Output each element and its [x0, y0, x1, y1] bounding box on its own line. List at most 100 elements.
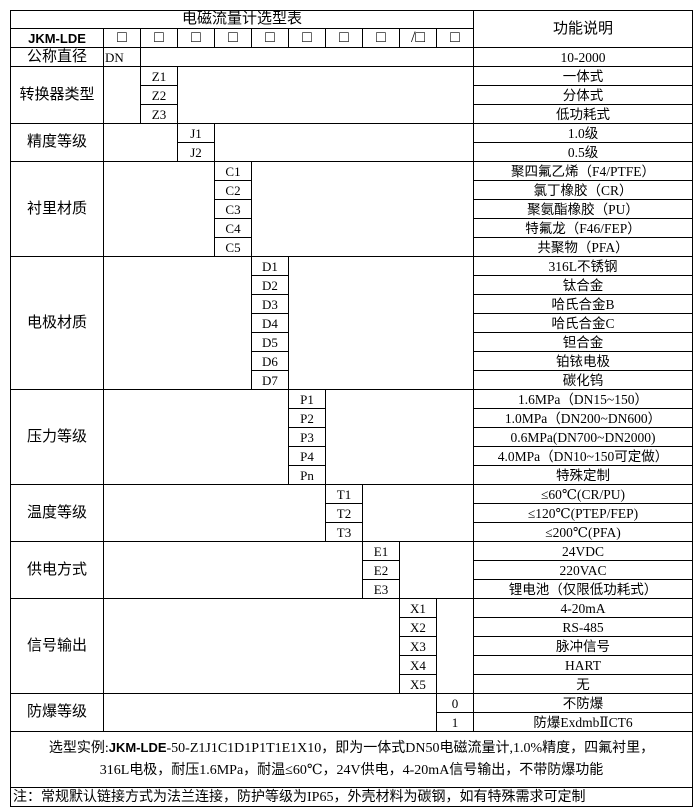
blank-cell: [103, 484, 326, 542]
option-desc: 共聚物（PFA）: [473, 237, 694, 257]
option-code: Z3: [140, 104, 178, 124]
option-code: D5: [251, 332, 289, 352]
nominal-diameter-label: 公称直径: [10, 47, 104, 67]
option-desc: 不防爆: [473, 693, 694, 713]
table-row: D3 哈氏合金B: [11, 294, 694, 314]
option-code: C2: [214, 180, 252, 200]
group-label: 信号输出: [10, 598, 104, 694]
example-prefix: 选型实例:: [48, 741, 109, 756]
option-desc: 氯丁橡胶（CR）: [473, 180, 694, 200]
option-code: T2: [325, 503, 363, 523]
selection-table: 电磁流量计选型表 功能说明 JKM-LDE □ □ □ □ □ □ □ □ /□ □ 公称直径 D…: [9, 10, 694, 807]
option-desc: 铂铱电极: [473, 351, 694, 371]
code-slot-box: □: [339, 29, 349, 47]
option-desc: 220VAC: [473, 560, 694, 580]
nominal-diameter-desc: 10-2000: [473, 47, 694, 67]
blank-cell: [103, 161, 215, 257]
table-row: P2 1.0MPa（DN200~DN600）: [11, 408, 694, 428]
option-code: X1: [399, 598, 437, 618]
blank-cell: [324, 389, 475, 485]
table-title: 电磁流量计选型表: [9, 10, 475, 29]
code-slot-6: □: [325, 28, 363, 48]
table-row: 衬里材质 C1 聚四氟乙烯（F4/PTFE）: [10, 161, 694, 257]
blank-cell: [213, 123, 475, 162]
example-model: JKM-LDE: [108, 740, 167, 755]
table-row: T3 ≤200℃(PFA): [11, 522, 694, 542]
option-desc: 碳化钨: [473, 370, 694, 390]
code-slot-box: /□: [410, 29, 426, 47]
table-row: D2 钛合金: [11, 275, 694, 295]
option-code: X2: [399, 617, 437, 637]
table-row: Pn 特殊定制: [11, 465, 694, 485]
option-desc: 无: [473, 674, 694, 694]
group-label: 防爆等级: [10, 693, 104, 732]
table-row: P3 0.6MPa(DN700~DN2000): [11, 427, 694, 447]
option-code: D1: [251, 256, 289, 276]
table-row: 供电方式 E1 24VDC: [10, 541, 694, 599]
option-desc: 低功耗式: [473, 104, 694, 124]
table-row: 转换器类型 Z1 一体式: [10, 66, 694, 124]
code-slot-3: □: [214, 28, 252, 48]
option-code: C5: [214, 237, 252, 257]
code-slot-box: □: [154, 29, 164, 47]
code-slot-2: □: [177, 28, 215, 48]
option-desc: 316L不锈钢: [473, 256, 694, 276]
table-row: E2 220VAC: [11, 560, 694, 580]
code-slot-box: □: [302, 29, 312, 47]
option-desc: 一体式: [473, 66, 694, 86]
blank-cell: [435, 598, 475, 694]
option-code: J1: [177, 123, 215, 143]
table-row: 信号输出 X1 4-20mA: [10, 598, 694, 694]
option-desc: 4-20mA: [473, 598, 694, 618]
group-label: 衬里材质: [10, 161, 104, 257]
table-row: 防爆等级 0 不防爆: [10, 693, 694, 732]
blank-cell: [287, 256, 475, 390]
option-code: Z1: [140, 66, 178, 86]
option-desc: 分体式: [473, 85, 694, 105]
table-row: 压力等级 P1 1.6MPa（DN15~150）: [10, 389, 694, 485]
blank-cell: [361, 484, 475, 542]
code-slot-5: □: [288, 28, 326, 48]
option-code: 1: [435, 712, 475, 732]
blank-cell: [103, 123, 178, 162]
option-code: D7: [251, 370, 289, 390]
option-desc: ≤120℃(PTEP/FEP): [473, 503, 694, 523]
code-slot-9: □: [435, 28, 475, 48]
table-row: X2 RS-485: [11, 617, 694, 637]
option-desc: 特氟龙（F46/FEP）: [473, 218, 694, 238]
option-code: T1: [325, 484, 363, 504]
blank-cell: [103, 541, 363, 599]
group-label: 温度等级: [10, 484, 104, 542]
example-text: -50-Z1J1C1D1P1T1E1X10，即为一体式DN50电磁流量计,1.0…: [166, 741, 655, 756]
option-desc: 1.0级: [473, 123, 694, 143]
nominal-diameter-code: DN: [103, 47, 141, 67]
option-code: C4: [214, 218, 252, 238]
option-code: P3: [288, 427, 326, 447]
option-code: Pn: [288, 465, 326, 485]
option-code: 0: [435, 693, 475, 713]
code-slot-box: □: [265, 29, 275, 47]
table-row: P4 4.0MPa（DN10~150可定做）: [11, 446, 694, 466]
example-line-2: 316L电极，耐压1.6MPa，耐温≤60℃，24V供电，4-20mA信号输出，…: [99, 763, 604, 778]
option-desc: 4.0MPa（DN10~150可定做）: [473, 446, 694, 466]
option-desc: 1.6MPa（DN15~150）: [473, 389, 694, 409]
option-desc: 脉冲信号: [473, 636, 694, 656]
code-slot-box: □: [376, 29, 386, 47]
table-row: T2 ≤120℃(PTEP/FEP): [11, 503, 694, 523]
option-code: D6: [251, 351, 289, 371]
option-code: T3: [325, 522, 363, 542]
option-desc: 防爆ExdmbⅡCT6: [473, 712, 694, 732]
table-row: 精度等级 J1 1.0级: [10, 123, 694, 162]
option-desc: 聚氨酯橡胶（PU）: [473, 199, 694, 219]
group-label: 电极材质: [10, 256, 104, 390]
option-code: J2: [177, 142, 215, 162]
blank-cell: [398, 541, 475, 599]
blank-cell: [176, 66, 475, 124]
blank-cell: [103, 389, 289, 485]
option-code: X5: [399, 674, 437, 694]
selection-example: 选型实例:JKM-LDE-50-Z1J1C1D1P1T1E1X10，即为一体式D…: [9, 731, 694, 788]
option-desc: 哈氏合金C: [473, 313, 694, 333]
group-label: 供电方式: [10, 541, 104, 599]
blank-cell: [103, 66, 141, 124]
option-code: E2: [362, 560, 400, 580]
